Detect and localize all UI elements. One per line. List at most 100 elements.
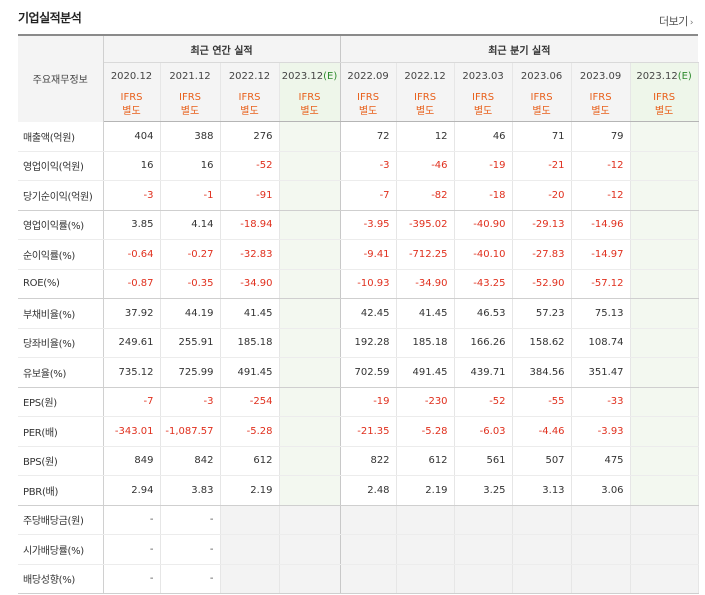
table-cell: -5.28	[220, 416, 280, 447]
row-label: 당좌비율(%)	[18, 328, 104, 358]
table-cell	[571, 534, 631, 565]
table-cell	[279, 269, 341, 299]
period-label: 2021.12	[169, 70, 211, 82]
table-cell: 351.47	[571, 357, 631, 388]
table-cell: -40.10	[454, 239, 513, 270]
table-cell	[220, 534, 280, 565]
table-cell: -3.93	[571, 416, 631, 447]
table-cell: 2.19	[220, 475, 280, 506]
more-link[interactable]: 더보기 ›	[659, 13, 694, 29]
ifrs-label: IFRS	[414, 92, 437, 103]
ifrs-label: IFRS	[357, 92, 380, 103]
table-cell: -712.25	[396, 239, 455, 270]
separate-label: 별도	[122, 106, 141, 117]
table-cell: 2.94	[103, 475, 161, 506]
ifrs-header: IFRS 별도	[279, 89, 341, 122]
table-cell: 3.25	[454, 475, 513, 506]
table-cell: 4.14	[160, 210, 221, 240]
table-cell	[630, 180, 699, 211]
table-cell	[340, 564, 397, 594]
row-label: 부채비율(%)	[18, 298, 104, 329]
table-row: 당좌비율(%) 249.61 255.91 185.18 192.28 185.18 166…	[18, 328, 699, 358]
table-cell	[279, 180, 341, 211]
table-row: PER(배) -343.01 -1,087.57 -5.28 -21.35 -5.28 -6…	[18, 416, 699, 447]
table-cell	[279, 416, 341, 447]
table-cell: -27.83	[512, 239, 572, 270]
table-cell: 158.62	[512, 328, 572, 358]
table-cell: -14.96	[571, 210, 631, 240]
table-cell: 3.06	[571, 475, 631, 506]
table-cell: 491.45	[396, 357, 455, 388]
table-cell: 475	[571, 446, 631, 476]
table-cell: -6.03	[454, 416, 513, 447]
table-cell: -0.64	[103, 239, 161, 270]
table-cell	[220, 505, 280, 535]
ifrs-label: IFRS	[238, 92, 261, 103]
quarterly-group-header: 최근 분기 실적	[340, 34, 699, 63]
table-cell: -3	[340, 151, 397, 181]
ifrs-header: IFRS 별도	[103, 89, 161, 122]
table-cell	[512, 534, 572, 565]
table-cell: -34.90	[396, 269, 455, 299]
row-label: 영업이익률(%)	[18, 210, 104, 240]
table-cell: -20	[512, 180, 572, 211]
row-header-label: 주요재무정보	[18, 34, 104, 122]
row-label: 시가배당률(%)	[18, 534, 104, 565]
table-cell: 735.12	[103, 357, 161, 388]
table-cell: 75.13	[571, 298, 631, 329]
table-cell: -	[160, 534, 221, 565]
table-cell	[279, 534, 341, 565]
table-row: EPS(원) -7 -3 -254 -19 -230 -52 -55 -33	[18, 387, 699, 417]
table-cell: -33	[571, 387, 631, 417]
table-cell: -1	[160, 180, 221, 211]
ifrs-label: IFRS	[472, 92, 495, 103]
ifrs-label: IFRS	[530, 92, 553, 103]
table-cell: -19	[454, 151, 513, 181]
row-label: ROE(%)	[18, 269, 104, 299]
table-cell: 46	[454, 121, 513, 152]
table-cell: 42.45	[340, 298, 397, 329]
separate-label: 별도	[415, 106, 435, 117]
ifrs-header: IFRS 별도	[340, 89, 397, 122]
table-cell	[630, 475, 699, 506]
row-label: PER(배)	[18, 416, 104, 447]
period-header: 2021.12	[160, 62, 221, 89]
table-cell	[454, 564, 513, 594]
period-label: 2022.12	[404, 70, 446, 82]
table-cell: 388	[160, 121, 221, 152]
table-cell: 507	[512, 446, 572, 476]
period-header: 2023.06	[512, 62, 572, 89]
period-header: 2023.09	[571, 62, 631, 89]
table-cell	[630, 121, 699, 152]
table-cell	[279, 210, 341, 240]
period-header: 2023.12(E)	[630, 62, 699, 89]
table-row: 시가배당률(%) - -	[18, 534, 699, 565]
table-cell	[454, 534, 513, 565]
period-label: 2020.12	[110, 70, 153, 82]
table-cell	[279, 239, 341, 270]
table-cell: -9.41	[340, 239, 397, 270]
table-cell: 185.18	[220, 328, 280, 358]
row-label: EPS(원)	[18, 387, 104, 417]
table-cell: -4.46	[512, 416, 572, 447]
table-cell	[279, 475, 341, 506]
separate-label: 별도	[532, 106, 551, 117]
ifrs-header: IFRS 별도	[396, 89, 455, 122]
table-cell: 72	[340, 121, 397, 152]
table-cell: -21.35	[340, 416, 397, 447]
ifrs-label: IFRS	[589, 92, 612, 103]
table-cell	[630, 416, 699, 447]
table-cell	[340, 534, 397, 565]
table-cell	[630, 151, 699, 181]
table-cell	[630, 534, 699, 565]
table-cell: -91	[220, 180, 280, 211]
ifrs-header: IFRS 별도	[571, 89, 631, 122]
period-header: 2020.12	[103, 62, 161, 89]
row-label: 배당성향(%)	[18, 564, 104, 594]
ifrs-header: IFRS 별도	[512, 89, 572, 122]
table-cell: -	[103, 534, 161, 565]
table-cell: -3	[160, 387, 221, 417]
table-row: 당기순이익(억원) -3 -1 -91 -7 -82 -18 -20 -12	[18, 180, 699, 211]
table-cell: 46.53	[454, 298, 513, 329]
table-cell	[279, 298, 341, 329]
